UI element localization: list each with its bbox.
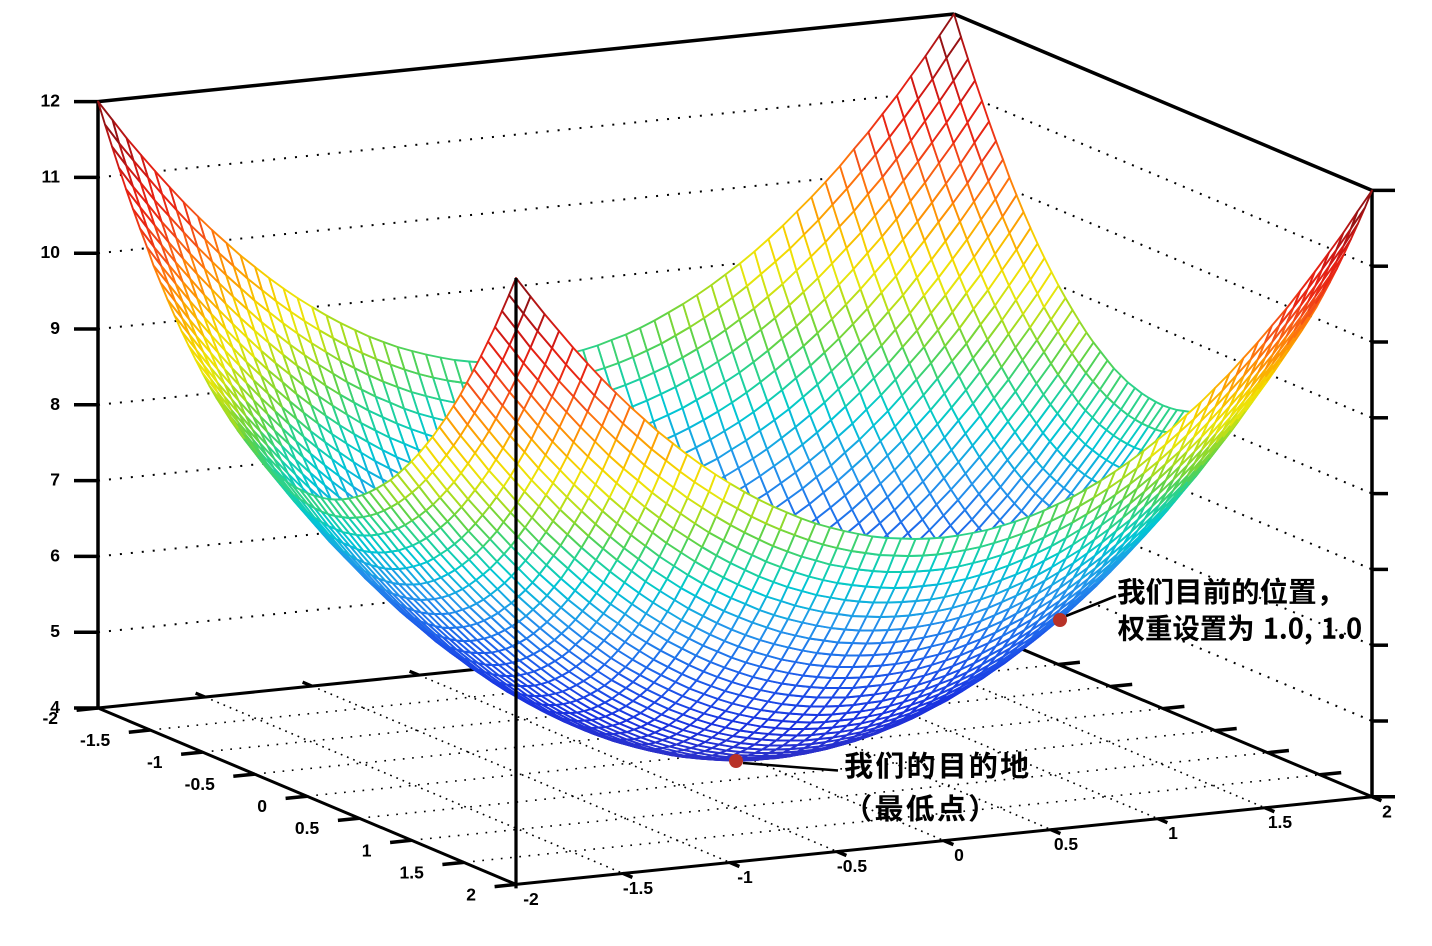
- svg-text:5: 5: [50, 621, 60, 641]
- svg-text:1.5: 1.5: [399, 862, 424, 882]
- svg-text:-2: -2: [523, 889, 539, 909]
- svg-text:0.5: 0.5: [295, 818, 320, 838]
- svg-text:7: 7: [50, 470, 60, 490]
- svg-text:0.5: 0.5: [1054, 834, 1079, 854]
- svg-text:0: 0: [954, 845, 964, 865]
- svg-text:2: 2: [1382, 801, 1392, 821]
- svg-text:-0.5: -0.5: [837, 856, 867, 876]
- svg-text:4: 4: [50, 697, 60, 717]
- svg-text:8: 8: [50, 394, 60, 414]
- svg-text:-1: -1: [147, 752, 163, 772]
- svg-text:-1.5: -1.5: [623, 878, 653, 898]
- svg-text:1.5: 1.5: [1268, 812, 1293, 832]
- svg-text:-0.5: -0.5: [185, 774, 215, 794]
- svg-text:0: 0: [257, 796, 267, 816]
- svg-text:2: 2: [466, 884, 476, 904]
- svg-text:12: 12: [41, 91, 61, 111]
- svg-text:6: 6: [50, 545, 60, 565]
- svg-text:-2: -2: [42, 708, 58, 728]
- svg-text:10: 10: [41, 242, 61, 262]
- svg-text:9: 9: [50, 318, 60, 338]
- svg-text:-1: -1: [737, 867, 753, 887]
- svg-text:11: 11: [42, 166, 61, 186]
- svg-text:-1.5: -1.5: [80, 730, 110, 750]
- svg-text:1: 1: [362, 840, 372, 860]
- svg-text:1: 1: [1168, 823, 1178, 843]
